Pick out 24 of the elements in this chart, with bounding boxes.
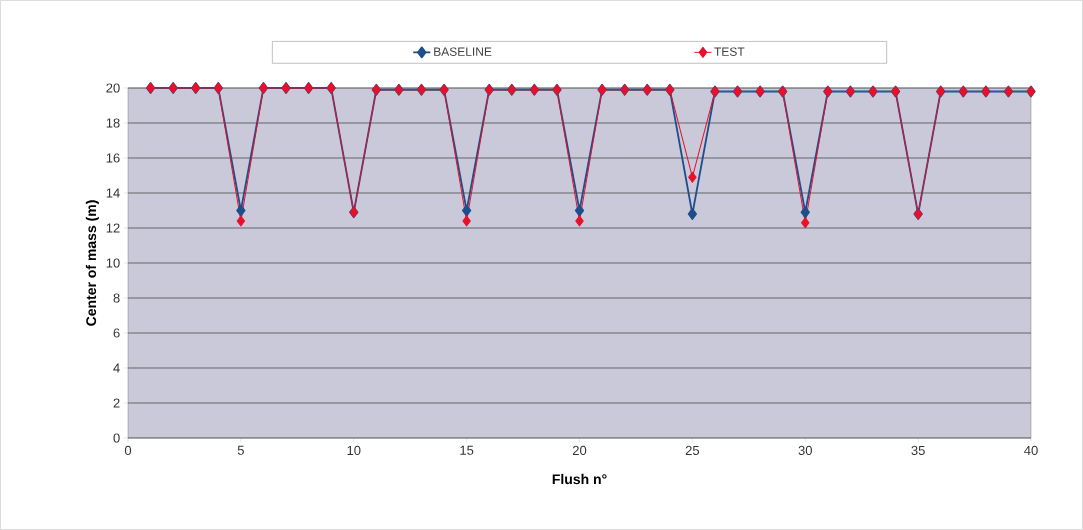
y-tick-label: 18 [106, 118, 120, 128]
x-tick-label: 25 [685, 445, 700, 455]
x-tick-label: 20 [572, 445, 587, 455]
y-tick-label: 2 [113, 398, 120, 408]
x-axis-title: Flush n° [552, 473, 607, 485]
legend-label: TEST [714, 47, 745, 56]
x-tick-label: 15 [460, 445, 474, 455]
y-tick-label: 12 [106, 223, 120, 233]
y-tick-label: 14 [106, 188, 120, 198]
x-tick-label: 30 [798, 445, 812, 455]
y-tick-label: 8 [113, 293, 120, 303]
y-tick-label: 4 [113, 363, 120, 373]
x-tick-label: 10 [347, 445, 361, 455]
y-tick-label: 0 [113, 433, 120, 443]
y-axis-title: Center of mass (m) [85, 200, 99, 326]
y-tick-label: 16 [106, 153, 120, 163]
y-tick-label: 20 [106, 83, 120, 93]
y-tick-label: 6 [113, 328, 120, 338]
x-tick-label: 5 [237, 445, 244, 455]
x-tick-label: 40 [1024, 445, 1038, 455]
y-tick-label: 10 [106, 258, 120, 268]
legend-label: BASELINE [434, 47, 492, 56]
x-tick-label: 0 [124, 445, 132, 455]
x-tick-label: 35 [911, 445, 925, 455]
